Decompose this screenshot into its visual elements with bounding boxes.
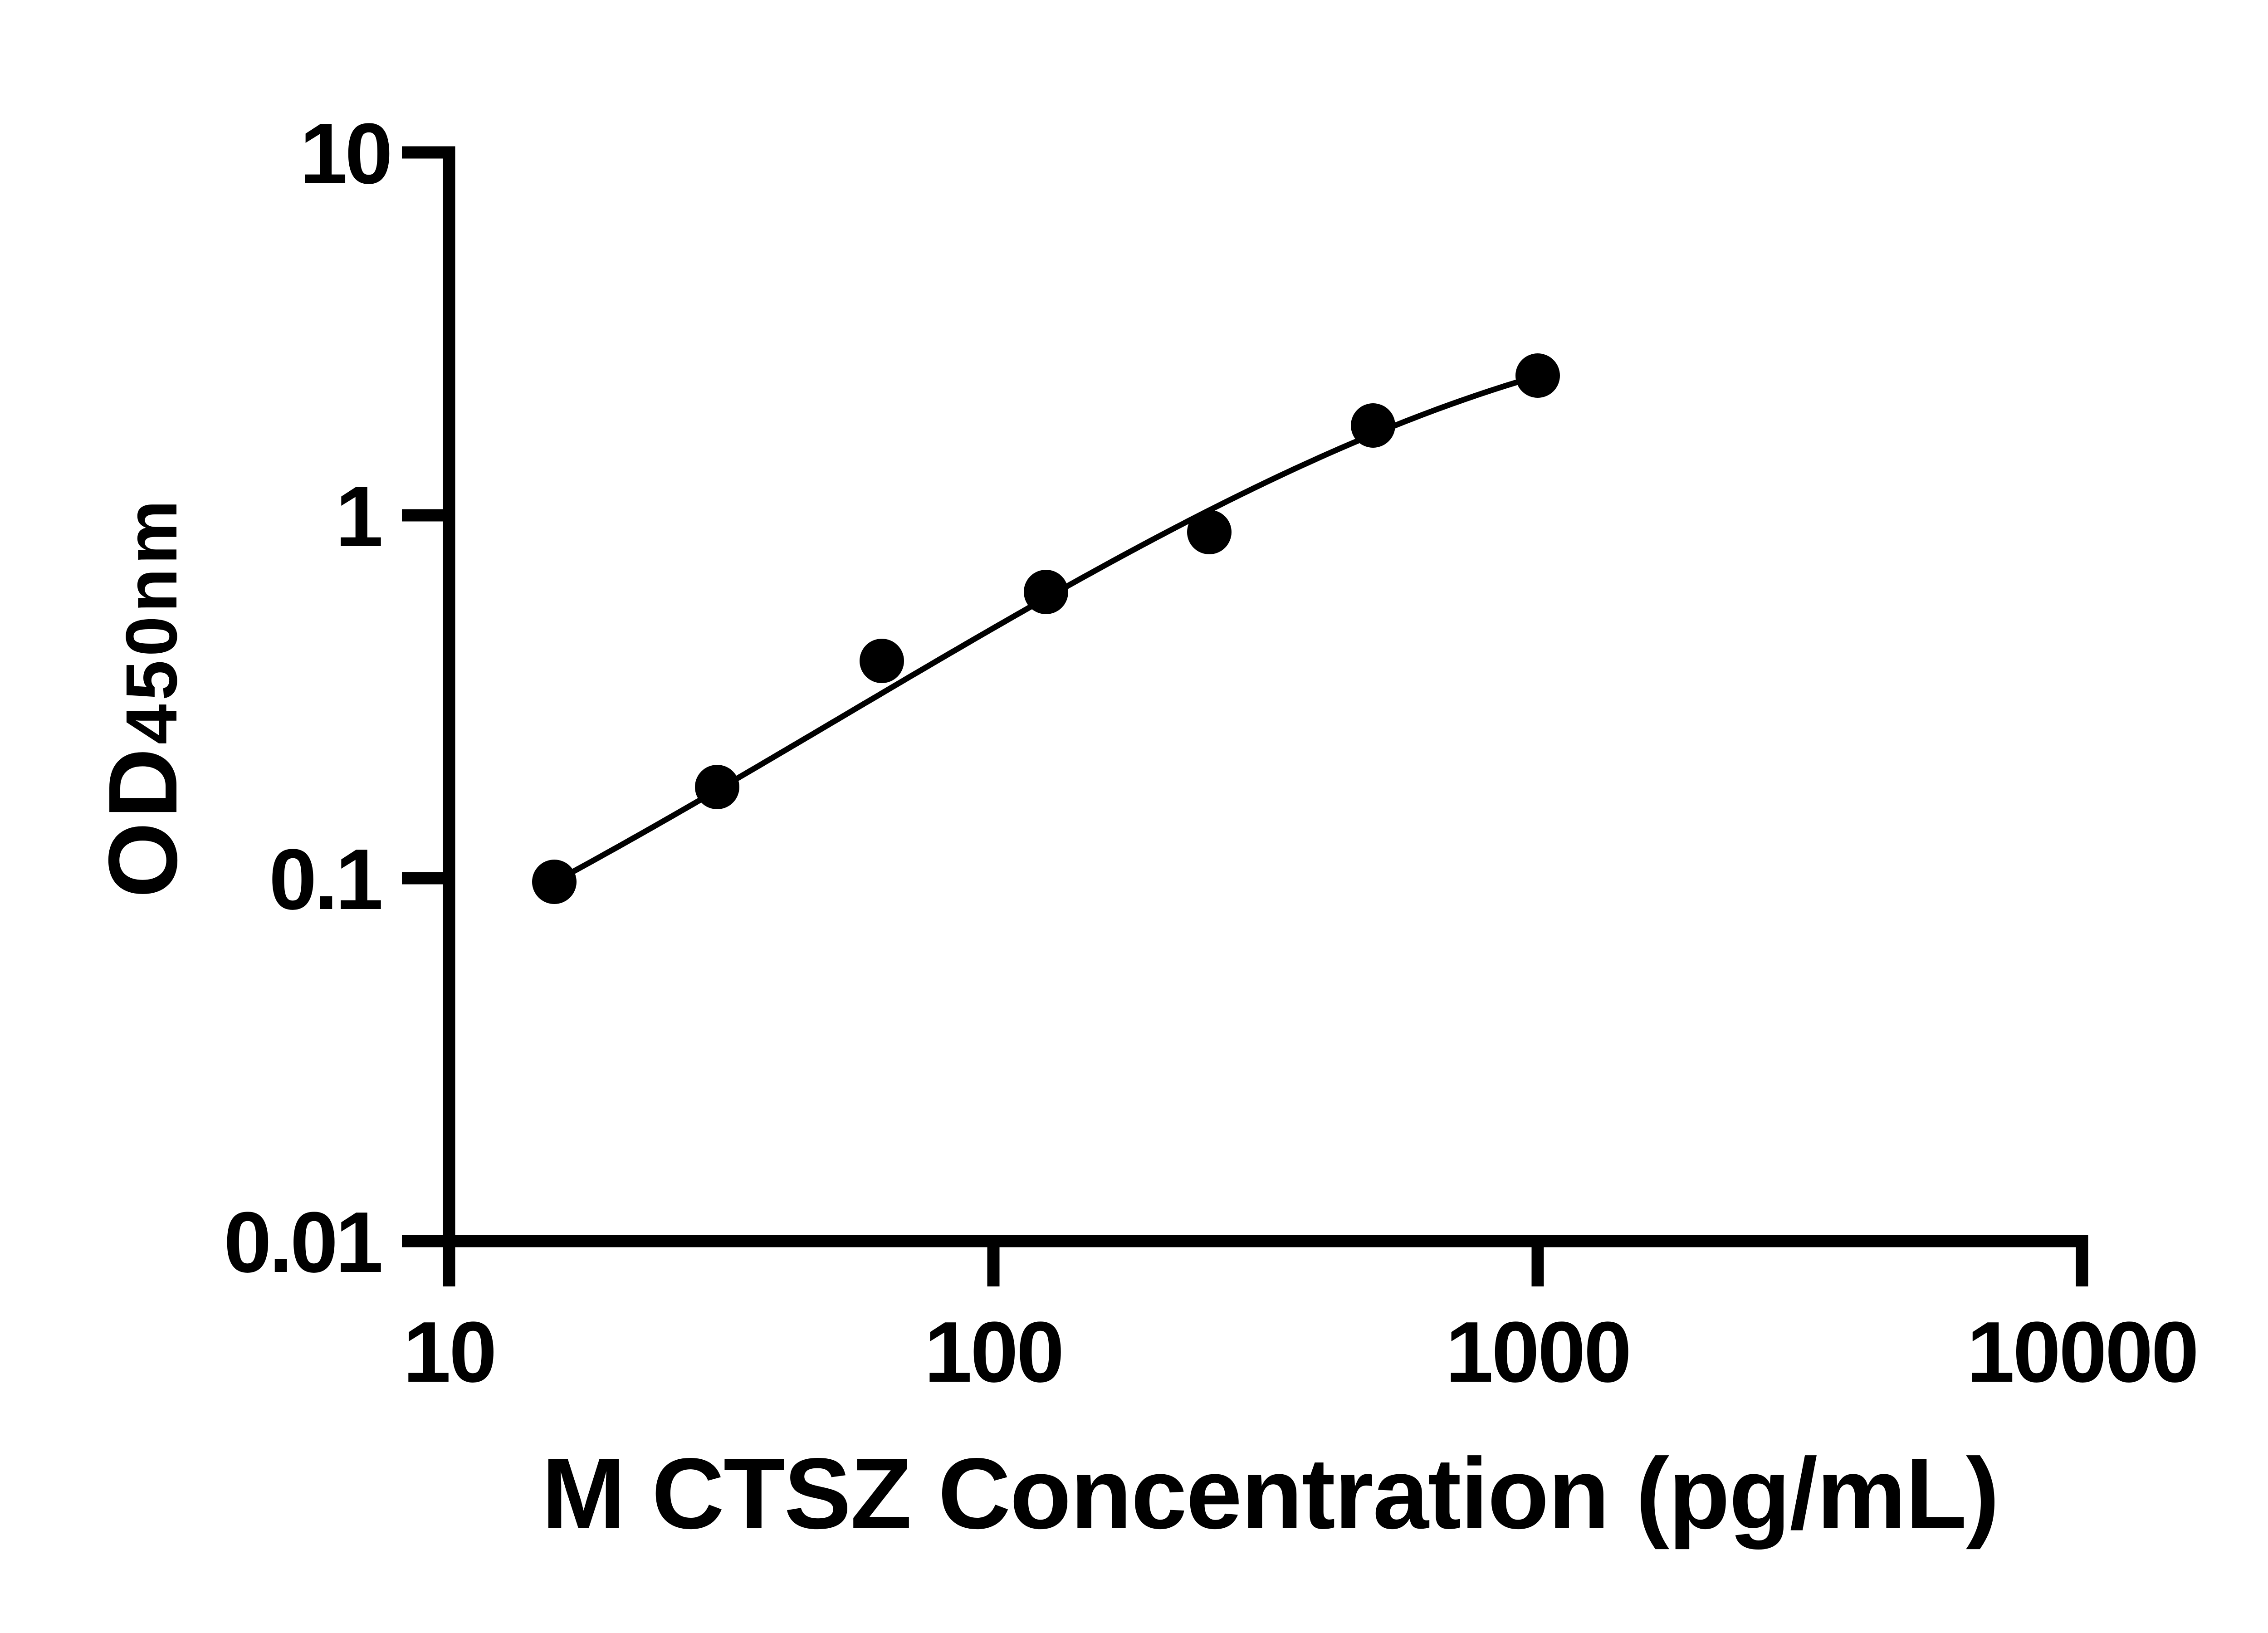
svg-text:0.01: 0.01 bbox=[224, 1194, 381, 1291]
svg-text:M CTSZ Concentration (pg/mL): M CTSZ Concentration (pg/mL) bbox=[542, 1437, 1999, 1550]
svg-text:1000: 1000 bbox=[1446, 1304, 1630, 1400]
svg-text:100: 100 bbox=[924, 1304, 1062, 1400]
svg-text:0.1: 0.1 bbox=[269, 831, 381, 928]
svg-text:1: 1 bbox=[335, 469, 381, 565]
svg-text:10: 10 bbox=[403, 1304, 495, 1400]
svg-text:10000: 10000 bbox=[1967, 1304, 2197, 1400]
svg-text:10: 10 bbox=[300, 106, 390, 202]
